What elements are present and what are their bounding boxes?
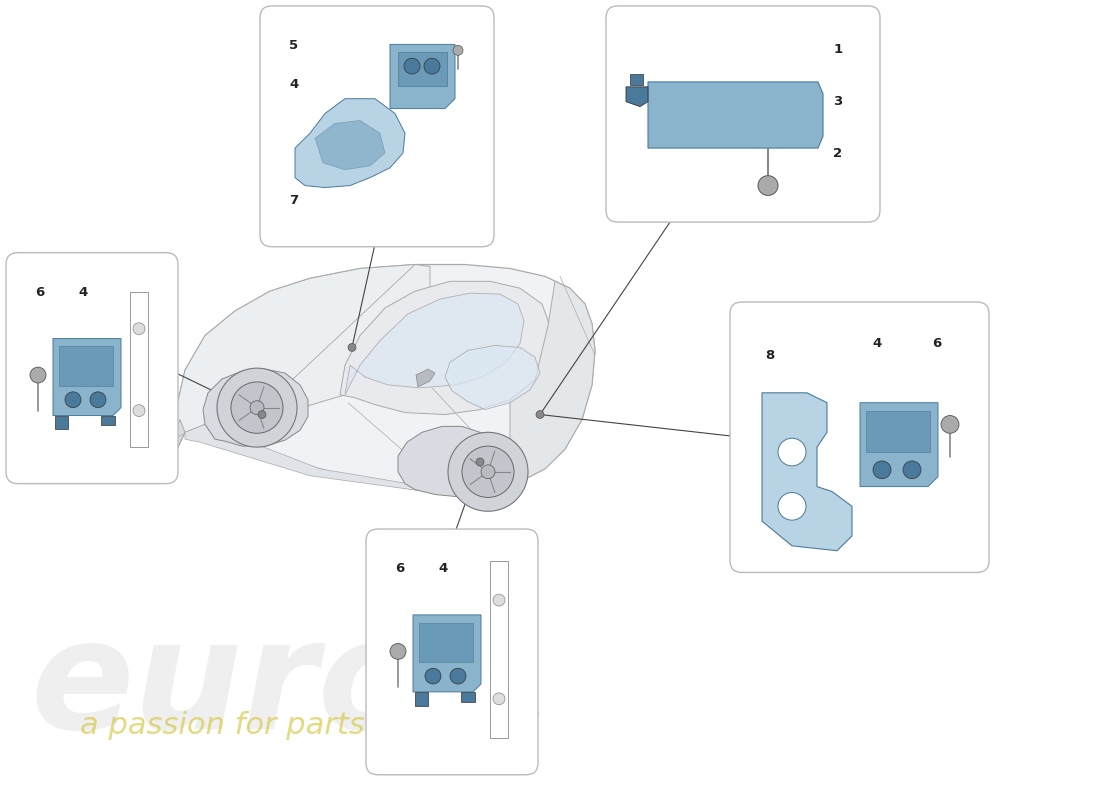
Polygon shape [490, 561, 508, 738]
Circle shape [404, 58, 420, 74]
Text: europ: europ [30, 612, 532, 761]
Circle shape [481, 465, 495, 478]
FancyBboxPatch shape [260, 6, 494, 246]
Circle shape [30, 367, 46, 383]
Text: 4: 4 [439, 562, 448, 575]
Circle shape [250, 401, 264, 414]
Text: a passion for parts since 1985: a passion for parts since 1985 [80, 710, 541, 740]
Circle shape [873, 461, 891, 478]
Polygon shape [101, 415, 116, 426]
FancyBboxPatch shape [730, 302, 989, 573]
Text: 8: 8 [766, 349, 774, 362]
Polygon shape [170, 265, 430, 464]
Polygon shape [762, 393, 852, 550]
Polygon shape [630, 74, 644, 85]
Polygon shape [398, 52, 447, 86]
Circle shape [493, 693, 505, 705]
Polygon shape [295, 98, 405, 187]
Circle shape [778, 493, 806, 520]
Polygon shape [55, 415, 68, 430]
Text: 3: 3 [834, 95, 843, 108]
Polygon shape [446, 346, 540, 410]
Text: 7: 7 [289, 194, 298, 207]
Circle shape [133, 405, 145, 417]
Text: 4: 4 [289, 78, 298, 91]
Circle shape [462, 446, 514, 498]
Circle shape [450, 668, 466, 684]
Circle shape [231, 382, 283, 434]
Polygon shape [626, 87, 648, 106]
Polygon shape [412, 615, 481, 692]
Text: 6: 6 [35, 286, 45, 298]
Circle shape [348, 343, 356, 351]
Circle shape [903, 461, 921, 478]
Polygon shape [59, 346, 113, 386]
Circle shape [536, 410, 544, 418]
Circle shape [424, 58, 440, 74]
Polygon shape [866, 410, 930, 452]
Text: 5: 5 [289, 39, 298, 52]
Circle shape [758, 176, 778, 195]
Text: 6: 6 [933, 337, 942, 350]
Circle shape [453, 46, 463, 55]
Polygon shape [415, 692, 428, 706]
Circle shape [217, 368, 297, 447]
Circle shape [448, 432, 528, 511]
Polygon shape [53, 338, 121, 415]
Circle shape [90, 392, 106, 408]
Text: 2: 2 [834, 147, 843, 161]
Polygon shape [315, 121, 385, 170]
Polygon shape [461, 692, 475, 702]
FancyBboxPatch shape [6, 253, 178, 484]
Polygon shape [510, 282, 595, 482]
Polygon shape [416, 369, 434, 387]
Polygon shape [860, 402, 938, 486]
Polygon shape [419, 622, 473, 662]
Polygon shape [185, 425, 520, 495]
Circle shape [133, 322, 145, 334]
Text: 1: 1 [834, 43, 843, 56]
FancyBboxPatch shape [606, 6, 880, 222]
Circle shape [425, 668, 441, 684]
Polygon shape [170, 419, 185, 464]
Polygon shape [170, 265, 595, 491]
Polygon shape [345, 293, 524, 395]
Circle shape [65, 392, 81, 408]
Polygon shape [648, 82, 823, 148]
Text: 4: 4 [872, 337, 881, 350]
Polygon shape [340, 282, 550, 414]
Circle shape [493, 594, 505, 606]
Circle shape [778, 438, 806, 466]
Circle shape [476, 458, 484, 466]
Polygon shape [390, 45, 455, 109]
Circle shape [940, 415, 959, 434]
Text: 4: 4 [78, 286, 88, 298]
Polygon shape [398, 426, 500, 497]
Polygon shape [204, 369, 308, 446]
FancyBboxPatch shape [366, 529, 538, 774]
Text: 6: 6 [395, 562, 405, 575]
Polygon shape [130, 292, 148, 447]
Circle shape [390, 643, 406, 659]
Circle shape [258, 410, 266, 418]
